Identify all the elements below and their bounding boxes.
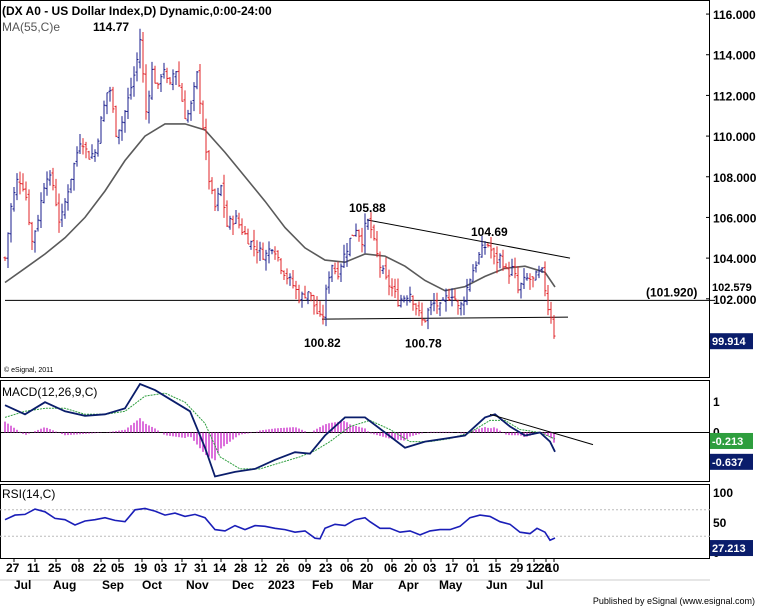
x-month-label: Jun: [486, 578, 507, 592]
x-tick-label: 12: [526, 561, 540, 575]
trendline: [321, 316, 569, 320]
x-tick-label: 03: [423, 561, 437, 575]
x-tick-label: 23: [319, 561, 333, 575]
x-tick-label: 06: [384, 561, 398, 575]
x-tick-label: 10: [546, 561, 560, 575]
x-month-label: May: [439, 578, 463, 592]
x-month-label: Apr: [398, 578, 419, 592]
trendline: [366, 219, 571, 259]
x-tick-label: 09: [298, 561, 312, 575]
publisher-credit: Published by eSignal (www.esignal.com): [592, 596, 755, 606]
rsi-panel-frame: [0, 484, 710, 559]
x-tick-label: 08: [71, 561, 85, 575]
x-tick-label: 25: [48, 561, 62, 575]
macd-value-tag-bg: [710, 453, 753, 470]
x-tick-label: 12: [254, 561, 268, 575]
x-month-label: Sep: [102, 578, 124, 592]
price-y-tick-label: 116.000: [713, 8, 756, 22]
price-y-tick-label: 104.000: [713, 252, 757, 266]
x-tick-label: 22: [93, 561, 107, 575]
price-last-value-tag-bg: [710, 333, 753, 350]
price-panel-title: (DX A0 - US Dollar Index,D) Dynamic,0:00…: [2, 4, 272, 18]
x-tick-label: 11: [27, 561, 40, 575]
price-panel: 102.000 104.000 106.000 108.000 110.000 112.0…: [3, 8, 757, 351]
rsi-value-tag-bg: [710, 540, 753, 557]
x-month-label: Jul: [14, 578, 31, 592]
x-month-label: Mar: [352, 578, 374, 592]
x-tick-label: 29: [510, 561, 524, 575]
x-tick-label: 19: [134, 561, 148, 575]
x-tick-label: 17: [445, 561, 459, 575]
ma-legend-label: MA(55,C)e: [2, 20, 60, 34]
macd-y-tick-label: 0: [713, 426, 720, 440]
annotation-104-69: 104.69: [471, 225, 508, 239]
x-tick-label: 27: [6, 561, 20, 575]
x-month-label: Oct: [142, 578, 162, 592]
x-month-label: 2023: [268, 578, 295, 592]
ma-last-value-tag: 102.579: [712, 282, 752, 294]
annotation-100-78: 100.78: [405, 337, 442, 351]
rsi-panel-title: RSI(14,C): [2, 487, 55, 501]
x-tick-label: 15: [488, 561, 502, 575]
macd-panel-frame: [0, 380, 710, 482]
macd-signal-line: [4, 392, 556, 470]
price-panel-frame: [0, 0, 710, 378]
x-tick-label: 05: [111, 561, 125, 575]
macd-panel-title: MACD(12,26,9,C): [2, 385, 97, 399]
x-tick-label: 20: [360, 561, 374, 575]
x-month-label: Feb: [312, 578, 333, 592]
x-tick-label: 26: [538, 561, 552, 575]
price-y-tick-label: 106.000: [713, 211, 757, 225]
price-last-value-tag: 99.914: [712, 336, 747, 348]
price-y-tick-label: 102.000: [713, 293, 757, 307]
annotation-114-77: 114.77: [93, 20, 129, 34]
rsi-line: [4, 507, 556, 542]
x-tick-label: 20: [404, 561, 418, 575]
x-tick-label: 06: [340, 561, 354, 575]
x-tick-label: 26: [276, 561, 290, 575]
macd-panel: 10-1-0.213-0.637: [0, 382, 753, 478]
x-month-label: Aug: [53, 578, 76, 592]
price-y-tick-label: 110.000: [713, 130, 756, 144]
rsi-y-tick-label: 100: [713, 486, 733, 500]
x-tick-label: 03: [154, 561, 168, 575]
x-month-label: Dec: [232, 578, 254, 592]
ma-last-value-tag-bg: [710, 279, 753, 296]
x-month-label: Nov: [186, 578, 209, 592]
x-tick-label: 14: [213, 561, 227, 575]
price-y-tick-label: 112.000: [713, 89, 756, 103]
price-y-tick-label: 108.000: [713, 171, 757, 185]
annotation-neckline-level: (101.920): [646, 285, 697, 299]
x-month-label: Jul: [526, 578, 543, 592]
macd-value-tag: -0.637: [712, 457, 743, 469]
macd-signal-value-tag: -0.213: [712, 436, 743, 448]
ma-55-line: [4, 123, 556, 292]
rsi-y-tick-label: 50: [713, 516, 727, 530]
x-tick-label: 17: [174, 561, 188, 575]
annotation-105-88: 105.88: [349, 201, 386, 215]
rsi-panel: 10050027.213: [0, 486, 753, 560]
macd-trendline: [489, 413, 594, 446]
macd-y-tick-label: 1: [713, 395, 720, 409]
x-axis: 27 11 25 08 22 05 19 03 17 31 14 28 12 26 09 23 06 20 06 20…: [6, 558, 560, 592]
annotation-100-82: 100.82: [304, 336, 341, 350]
price-y-tick-label: 114.000: [713, 49, 756, 63]
x-tick-label: 28: [234, 561, 248, 575]
x-tick-label: 31: [194, 561, 208, 575]
rsi-value-tag: 27.213: [712, 543, 746, 555]
x-tick-label: 01: [466, 561, 480, 575]
copyright-text: © eSignal, 2011: [4, 366, 54, 374]
macd-signal-value-tag-bg: [710, 432, 753, 449]
